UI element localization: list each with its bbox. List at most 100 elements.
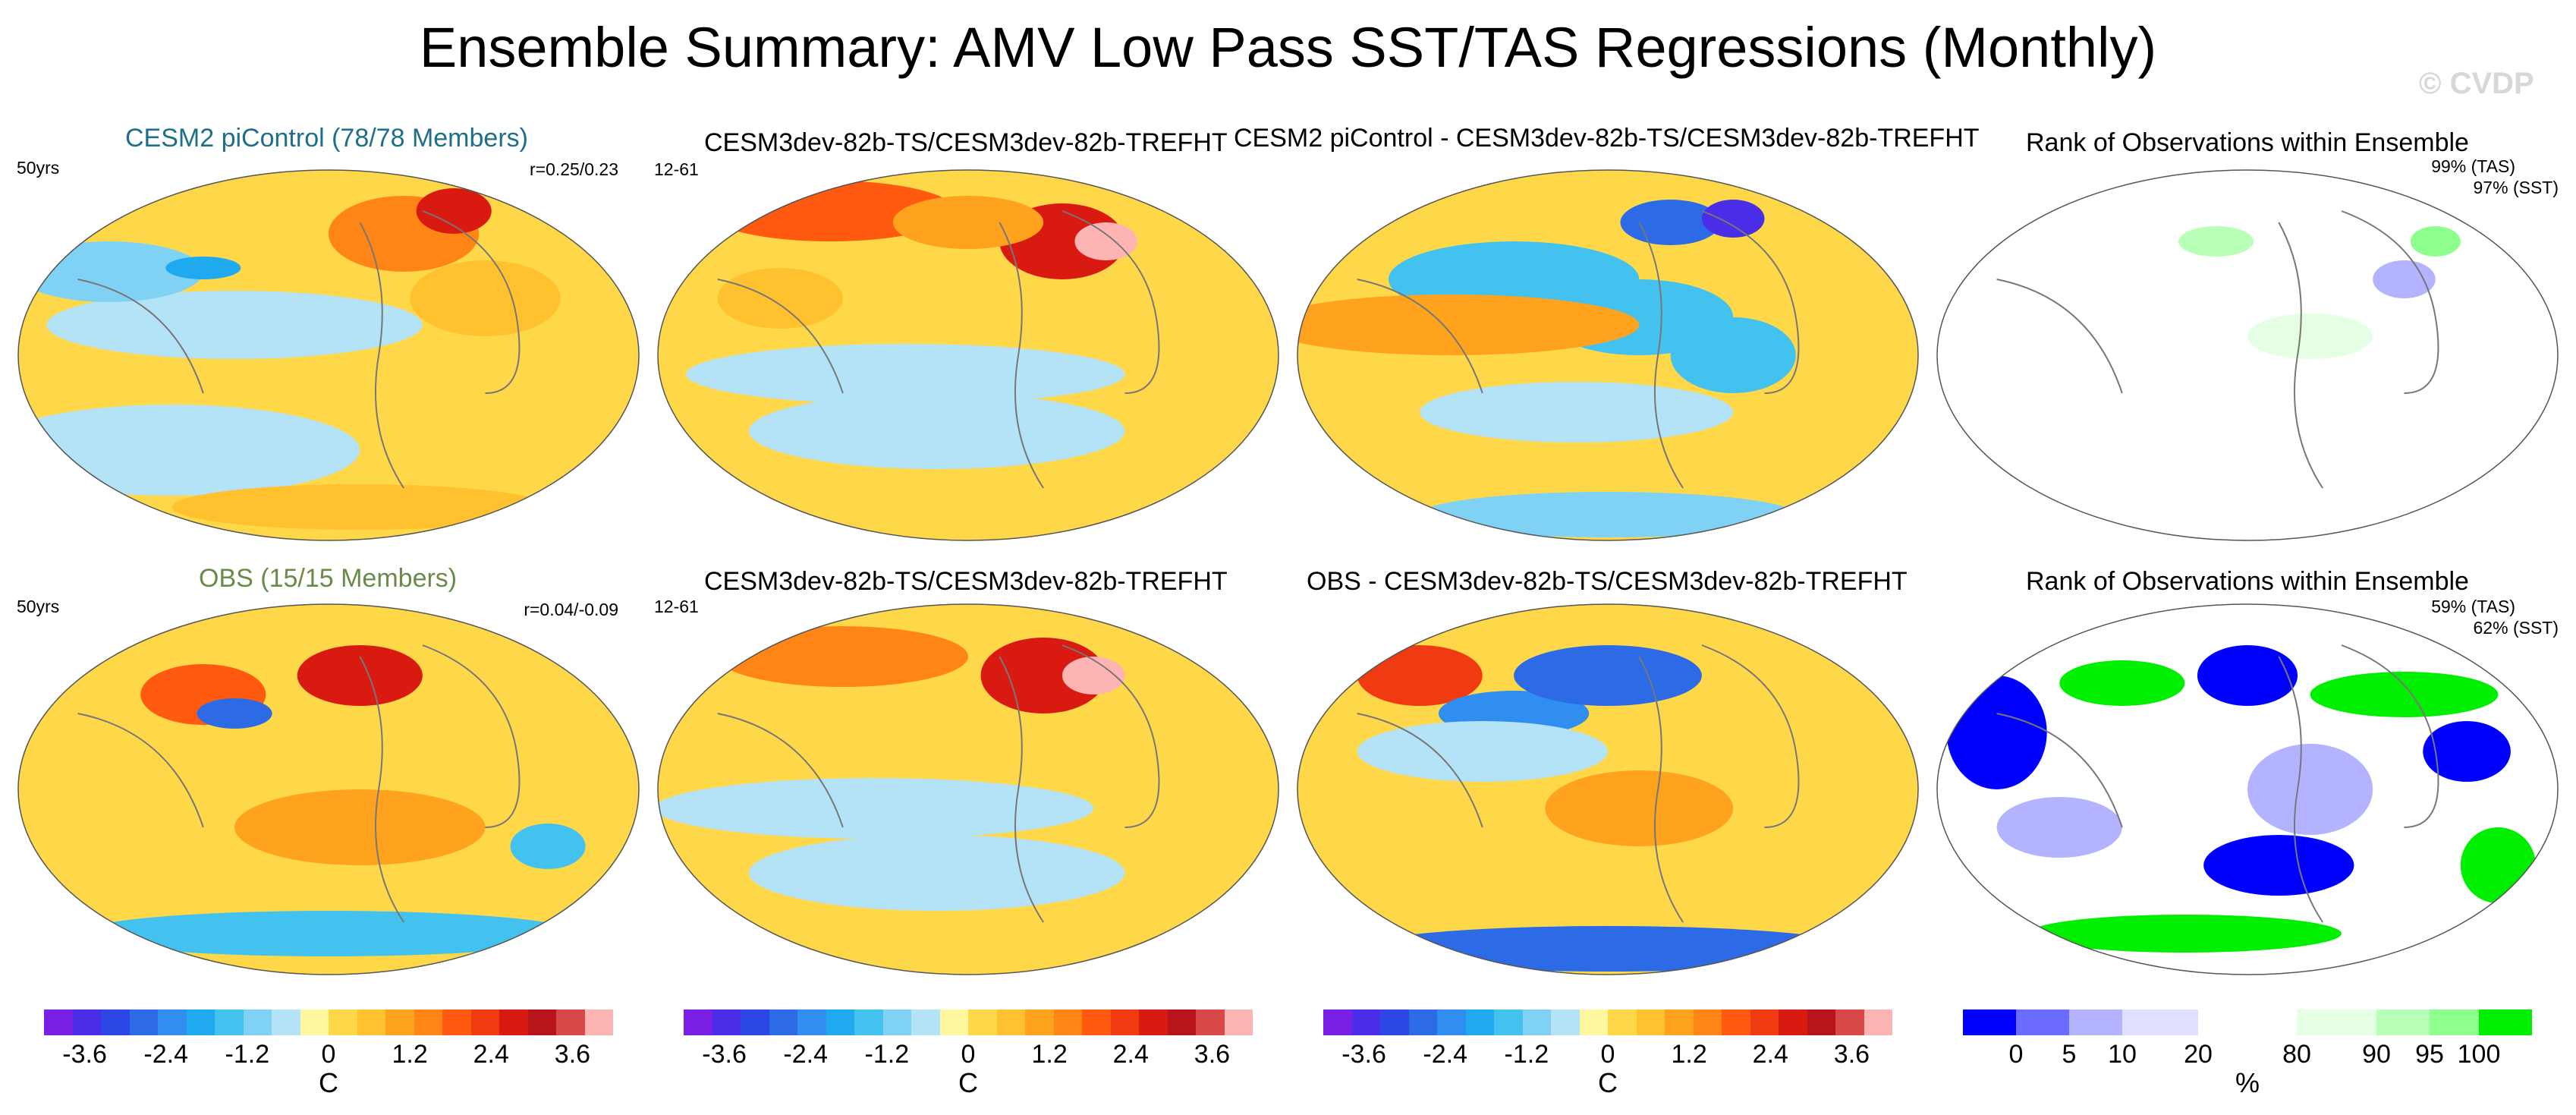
map-outline [657,603,1279,975]
colorbar-tick-label: 1.2 [1031,1040,1068,1069]
panel-title-cesm3: CESM3dev-82b-TS/CESM3dev-82b-TREFHT [704,567,1228,596]
field-region [748,835,1125,911]
field-region [1297,170,1918,540]
colorbar-swatch [1608,1009,1637,1035]
field-region [2203,835,2354,896]
colorbar-swatch [968,1009,997,1035]
colorbar-swatch [1636,1009,1665,1035]
panel-title-obs: OBS (15/15 Members) [199,564,458,593]
colorbar-swatch [584,1009,613,1035]
field-region [410,260,561,336]
coastline [717,210,1160,489]
field-region [2460,827,2536,903]
colorbar-swatch [129,1009,158,1035]
field-region [1946,676,2047,789]
coastline [1996,644,2439,923]
colorbar-swatch [911,1009,940,1035]
field-region [510,824,586,869]
colorbar-swatch [1779,1009,1807,1035]
map-outline [657,169,1279,541]
colorbar-swatch [329,1009,357,1035]
panel-title-diff: CESM2 piControl - CESM3dev-82b-TS/CESM3d… [1234,124,1980,153]
panel-title-rank: Rank of Observations within Ensemble [2026,128,2469,157]
colorbar-units-label: C [1598,1067,1618,1098]
colorbar-tick-label: 1.2 [392,1040,428,1069]
colorbar-swatch [797,1009,826,1035]
colorbar-tick-label: 3.6 [554,1040,591,1069]
field-region [2247,744,2373,835]
colorbar-tick-label: 100 [2457,1040,2501,1069]
coastline [77,210,521,489]
field-region [1357,645,1483,706]
colorbar-swatch [1082,1009,1111,1035]
map-panel-rank [1936,603,2559,975]
field-region [18,604,639,975]
field-region [165,257,241,279]
map-panel-difference [1297,603,1919,975]
field-region [297,645,423,706]
colorbar-tick-label: -3.6 [62,1040,107,1069]
colorbar-tick-label: 90 [2362,1040,2391,1069]
rank-sst-label: 97% (SST) [2473,178,2559,197]
field-region [234,789,486,865]
map-outline [17,169,640,541]
colorbar-units-label: C [319,1067,338,1098]
colorbar-swatch [996,1009,1025,1035]
colorbar-swatch [1579,1009,1608,1035]
colorbar-swatch [1351,1009,1380,1035]
colorbar-swatch [684,1009,712,1035]
colorbar-tick-label: 2.4 [1752,1040,1788,1069]
panel-period-label: 12-61 [654,159,699,179]
rank-sst-label: 62% (SST) [2473,618,2559,638]
colorbar-swatch [2122,1009,2198,1035]
colorbar-swatch [300,1009,329,1035]
field-region [2373,260,2436,298]
colorbar-swatch [499,1009,528,1035]
field-region [171,484,549,530]
field-region [2027,915,2342,953]
field-region [1670,317,1796,393]
field-region [1357,721,1608,782]
field-region [77,911,580,956]
field-region [1701,200,1765,238]
field-region [980,638,1106,713]
colorbar-tick-label: 3.6 [1194,1040,1231,1069]
colorbar-swatch [1437,1009,1466,1035]
map-panel-obs [17,603,640,975]
field-region [2423,721,2511,782]
colorbar-swatch [1053,1009,1082,1035]
colorbar-swatch [442,1009,471,1035]
colorbar-swatch [158,1009,187,1035]
field-region [1545,770,1734,846]
field-region [658,778,1094,839]
field-region [2197,645,2298,706]
panel-period-label: 50yrs [17,158,60,178]
colorbar-swatch [939,1009,968,1035]
colorbar-units-label: % [2235,1067,2260,1098]
colorbar-tick-label: 20 [2184,1040,2213,1069]
colorbar-swatch [556,1009,585,1035]
colorbar-swatch [1864,1009,1892,1035]
page-title: Ensemble Summary: AMV Low Pass SST/TAS R… [419,16,2157,79]
colorbar-tick-label: 0 [2008,1040,2024,1069]
map-outline [1297,603,1919,975]
field-region [1514,645,1702,706]
panel-corr-label: r=0.04/-0.09 [524,600,618,619]
colorbar-swatch [1167,1009,1196,1035]
colorbar-swatch [1693,1009,1722,1035]
colorbar-swatch [2376,1009,2430,1035]
colorbar-swatch [1025,1009,1054,1035]
field-region [2247,313,2373,359]
colorbar-tick-label: 0 [961,1040,976,1069]
field-region [717,268,843,329]
colorbar-swatch [854,1009,883,1035]
map-panel-cesm3dev [657,169,1279,541]
panel-period-label: 50yrs [17,597,60,616]
map-outline [1936,169,2559,541]
field-region [1357,926,1859,972]
colorbar-swatch [712,1009,741,1035]
field-region [416,188,492,234]
colorbar-tick-label: 2.4 [1112,1040,1149,1069]
colorbar-swatch [243,1009,272,1035]
colorbar-swatch [1494,1009,1523,1035]
